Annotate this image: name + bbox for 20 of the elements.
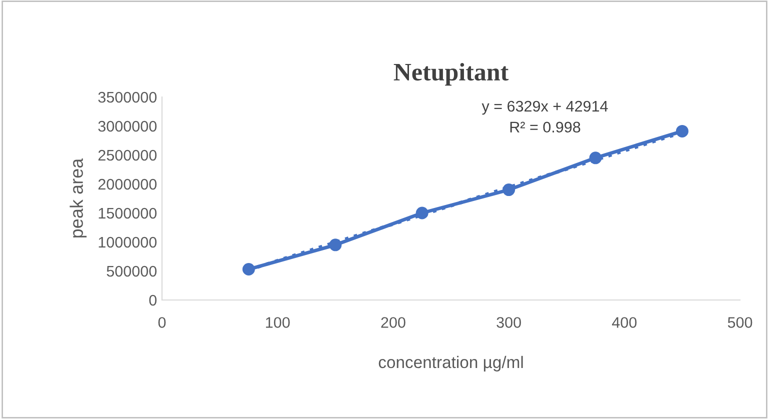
x-axis-title: concentration µg/ml [378,356,523,372]
y-tick-label: 0 [149,294,157,306]
x-tick-label: 300 [496,317,521,328]
point [676,124,688,138]
y-tick-label: 500000 [106,266,157,277]
y-axis-title: peak area [70,158,87,238]
y-tick-label: 3500000 [98,92,157,103]
point [242,263,255,276]
y-tick-label: 2500000 [98,150,157,161]
y-tick-label: 3000000 [98,120,157,132]
x-tick-label: 400 [612,317,637,328]
x-tick-label: 100 [266,317,290,328]
chart-title: Netupitant [394,62,509,86]
annotation: y = 6329x + 42914 R² = 0.998 [482,100,608,133]
x-tick-label: 0 [158,317,166,328]
y-tick-label: 1500000 [98,208,157,219]
y-tick-label: 1000000 [98,236,157,248]
x-tick-label: 200 [381,317,406,328]
y-tick-label: 2000000 [98,178,157,190]
x-tick-label: 500 [728,317,752,328]
